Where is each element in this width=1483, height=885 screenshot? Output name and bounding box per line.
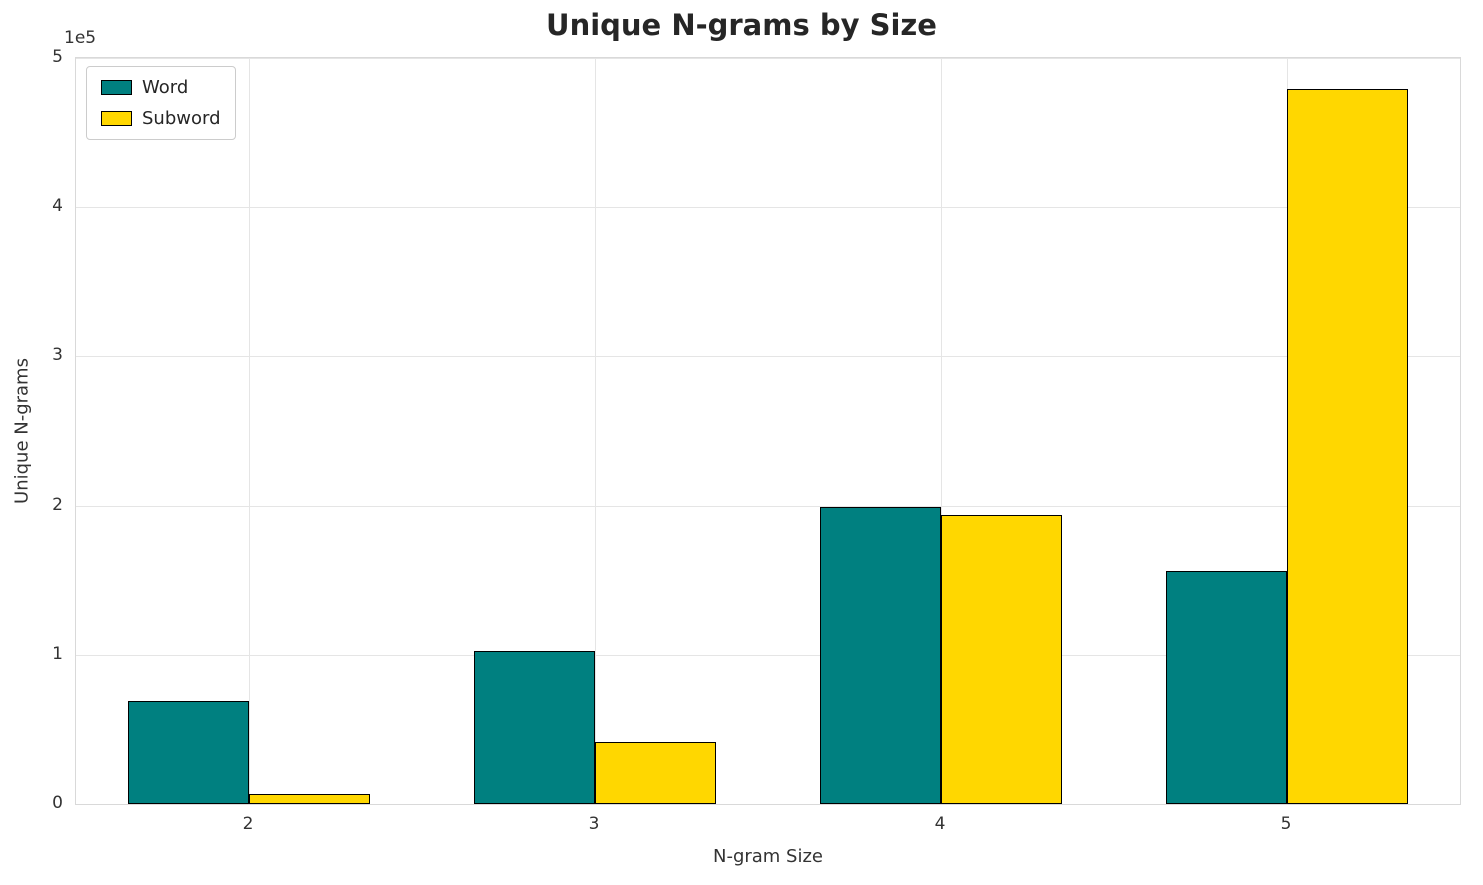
gridline-x-4 [941, 58, 942, 804]
y-tick-label-1: 1 [52, 644, 63, 664]
x-axis-label: N-gram Size [712, 846, 824, 867]
plot-area: Word Subword [75, 57, 1461, 805]
bar-subword-3 [595, 742, 717, 804]
y-tick-label-5: 5 [52, 47, 63, 67]
legend-item-word: Word [101, 77, 221, 98]
bar-subword-4 [941, 515, 1063, 804]
y-tick-label-4: 4 [52, 196, 63, 216]
x-tick-label-5: 5 [1280, 814, 1292, 834]
gridline-x-2 [249, 58, 250, 804]
y-tick-label-3: 3 [52, 345, 63, 365]
gridline-x-3 [595, 58, 596, 804]
y-axis-label: Unique N-grams [11, 358, 33, 504]
y-axis-offset-text: 1e5 [64, 28, 97, 48]
gridline-y-3 [76, 356, 1460, 357]
legend-label-subword: Subword [142, 108, 221, 129]
bar-word-4 [819, 507, 941, 804]
chart-title: Unique N-grams by Size [546, 8, 937, 42]
gridline-y-2 [76, 506, 1460, 507]
bar-word-3 [473, 651, 595, 804]
gridline-y-5 [76, 58, 1460, 59]
legend-swatch-word [101, 80, 132, 95]
gridline-y-4 [76, 207, 1460, 208]
legend-label-word: Word [142, 77, 189, 98]
x-tick-label-2: 2 [242, 814, 254, 834]
x-tick-label-4: 4 [934, 814, 946, 834]
legend-swatch-subword [101, 111, 132, 126]
bar-word-2 [127, 701, 249, 804]
legend-item-subword: Subword [101, 108, 221, 129]
y-tick-label-0: 0 [52, 793, 63, 813]
y-tick-label-2: 2 [52, 495, 63, 515]
legend: Word Subword [86, 66, 236, 140]
bar-subword-2 [249, 794, 371, 804]
bar-subword-5 [1287, 89, 1409, 804]
bar-word-5 [1165, 571, 1287, 804]
gridline-y-1 [76, 655, 1460, 656]
x-tick-label-3: 3 [588, 814, 600, 834]
